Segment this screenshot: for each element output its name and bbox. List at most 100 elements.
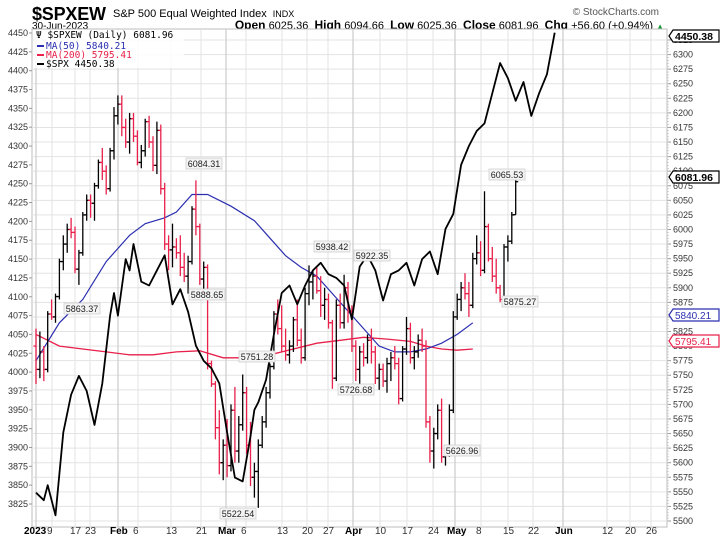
right-axis-tick: 5650	[673, 429, 693, 439]
left-axis-tick: 4150	[8, 254, 28, 264]
x-axis-tick: 23	[85, 526, 97, 537]
left-axis-tick: 3950	[8, 405, 28, 415]
x-axis-tick: 20	[625, 526, 637, 537]
left-axis-tick: 4025	[8, 348, 28, 358]
price-annotation: 5863.37	[63, 302, 101, 315]
right-axis-tick: 6150	[673, 137, 693, 147]
left-axis-tick: 4100	[8, 292, 28, 302]
index-name: S&P 500 Equal Weighted Index	[113, 8, 267, 20]
up-arrow-icon: ▲	[656, 22, 664, 31]
spx-path	[35, 32, 556, 517]
right-axis-tick: 5825	[673, 327, 693, 337]
left-axis-tick: 4050	[8, 329, 28, 339]
x-axis-tick: 6	[241, 526, 247, 537]
svg-text:5795.41: 5795.41	[675, 337, 712, 348]
svg-text:5922.35: 5922.35	[356, 251, 389, 261]
right-axis-tick: 5875	[673, 297, 693, 307]
left-axis-tick: 3850	[8, 480, 28, 490]
x-axis-tick: 17	[70, 526, 82, 537]
ohlc-bars	[33, 95, 519, 508]
right-axis-tick: 6175	[673, 122, 693, 132]
right-axis-tick: 6225	[673, 93, 693, 103]
svg-text:5726.68: 5726.68	[340, 385, 373, 395]
x-axis-tick: 15	[503, 526, 515, 537]
right-axis-tick: 5750	[673, 370, 693, 380]
left-axis-tick: 3900	[8, 442, 28, 452]
price-annotation: 5922.35	[353, 249, 391, 262]
left-axis-tick: 4300	[8, 141, 28, 151]
price-annotation: 5888.65	[188, 288, 226, 301]
price-annotation: 6084.31	[185, 157, 223, 170]
right-axis-tags: 4450.38 6081.96 5840.21 5795.41	[668, 29, 720, 348]
left-axis-tick: 3975	[8, 386, 28, 396]
legend-main: Ψ $SPXEW (Daily) 6081.96	[36, 30, 174, 41]
right-axis-tick: 5925	[673, 268, 693, 278]
watermark: © StockCharts.com	[572, 7, 659, 18]
svg-text:5863.37: 5863.37	[66, 304, 99, 314]
ohlc-bar	[513, 174, 519, 216]
spx-price-tag: 4450.38	[668, 29, 720, 43]
right-axis-tick: 5700	[673, 399, 693, 409]
right-axis-tick: 5950	[673, 254, 693, 264]
x-axis-tick: 10	[375, 526, 387, 537]
x-axis-tick: 12	[602, 526, 614, 537]
right-axis-tick: 6000	[673, 224, 693, 234]
svg-text:6084.31: 6084.31	[188, 159, 221, 169]
left-axis-tick: 4125	[8, 273, 28, 283]
left-axis: 4450 4425 4400 4375 4350 4325 4300 4275 4250 4225…	[8, 28, 32, 509]
x-axis-tick: 20	[302, 526, 314, 537]
right-axis-tick: 5525	[673, 501, 693, 511]
right-axis: 6325630062756250622562006175615061256100…	[667, 35, 693, 526]
svg-text:5522.54: 5522.54	[222, 509, 255, 519]
right-axis-tick: 6200	[673, 108, 693, 118]
x-axis-tick: 2023	[24, 526, 47, 537]
svg-text:5751.28: 5751.28	[241, 352, 274, 362]
x-axis-tick: 17	[402, 526, 414, 537]
chart-date: 30-Jun-2023	[32, 21, 89, 32]
right-axis-tick: 5900	[673, 283, 693, 293]
x-axis-tick: 22	[528, 526, 540, 537]
left-axis-tick: 4000	[8, 367, 28, 377]
x-axis-tick: Mar	[218, 526, 236, 537]
x-axis-tick: 13	[277, 526, 289, 537]
legend-spx: $SPX 4450.38	[46, 59, 115, 70]
x-axis-tick: 13	[166, 526, 178, 537]
x-axis-tick: 8	[476, 526, 482, 537]
left-axis-tick: 4225	[8, 198, 28, 208]
left-axis-tick: 3925	[8, 424, 28, 434]
chart-symbol: $SPXEW	[32, 4, 106, 24]
left-axis-tick: 4350	[8, 103, 28, 113]
left-axis-tick: 4250	[8, 179, 28, 189]
left-axis-tick: 4175	[8, 235, 28, 245]
left-axis-tick: 4425	[8, 47, 28, 57]
svg-text:4450.38: 4450.38	[675, 31, 713, 43]
right-axis-tick: 6125	[673, 152, 693, 162]
ma50-price-tag: 5840.21	[668, 308, 720, 322]
right-axis-tick: 5775	[673, 356, 693, 366]
right-axis-tick: 5575	[673, 472, 693, 482]
left-axis-tick: 4200	[8, 216, 28, 226]
svg-text:6081.96: 6081.96	[675, 172, 713, 184]
spx-line	[35, 32, 556, 517]
right-axis-tick: 5725	[673, 385, 693, 395]
price-annotation: 5875.27	[501, 295, 539, 308]
x-axis-tick: 21	[196, 526, 208, 537]
right-axis-tick: 5675	[673, 414, 693, 424]
right-axis-tick: 5550	[673, 487, 693, 497]
left-axis-tick: 4450	[8, 28, 28, 38]
x-axis: 2023 9 17 23 Feb 6 13 21 Mar 6 13 20 27 Apr 10 17 24 May 8…	[24, 526, 658, 537]
svg-text:5938.42: 5938.42	[316, 242, 349, 252]
price-annotation: 5522.54	[219, 507, 257, 520]
right-axis-tick: 6300	[673, 50, 693, 60]
x-axis-tick: Apr	[345, 526, 362, 537]
right-axis-tick: 6250	[673, 79, 693, 89]
x-axis-tick: 24	[428, 526, 440, 537]
left-axis-tick: 4400	[8, 66, 28, 76]
svg-text:5840.21: 5840.21	[675, 311, 712, 322]
left-axis-tick: 3825	[8, 499, 28, 509]
x-axis-tick: 9	[47, 526, 53, 537]
svg-text:5875.27: 5875.27	[504, 297, 537, 307]
svg-text:6065.53: 6065.53	[491, 170, 524, 180]
price-annotation: 5751.28	[238, 350, 276, 363]
